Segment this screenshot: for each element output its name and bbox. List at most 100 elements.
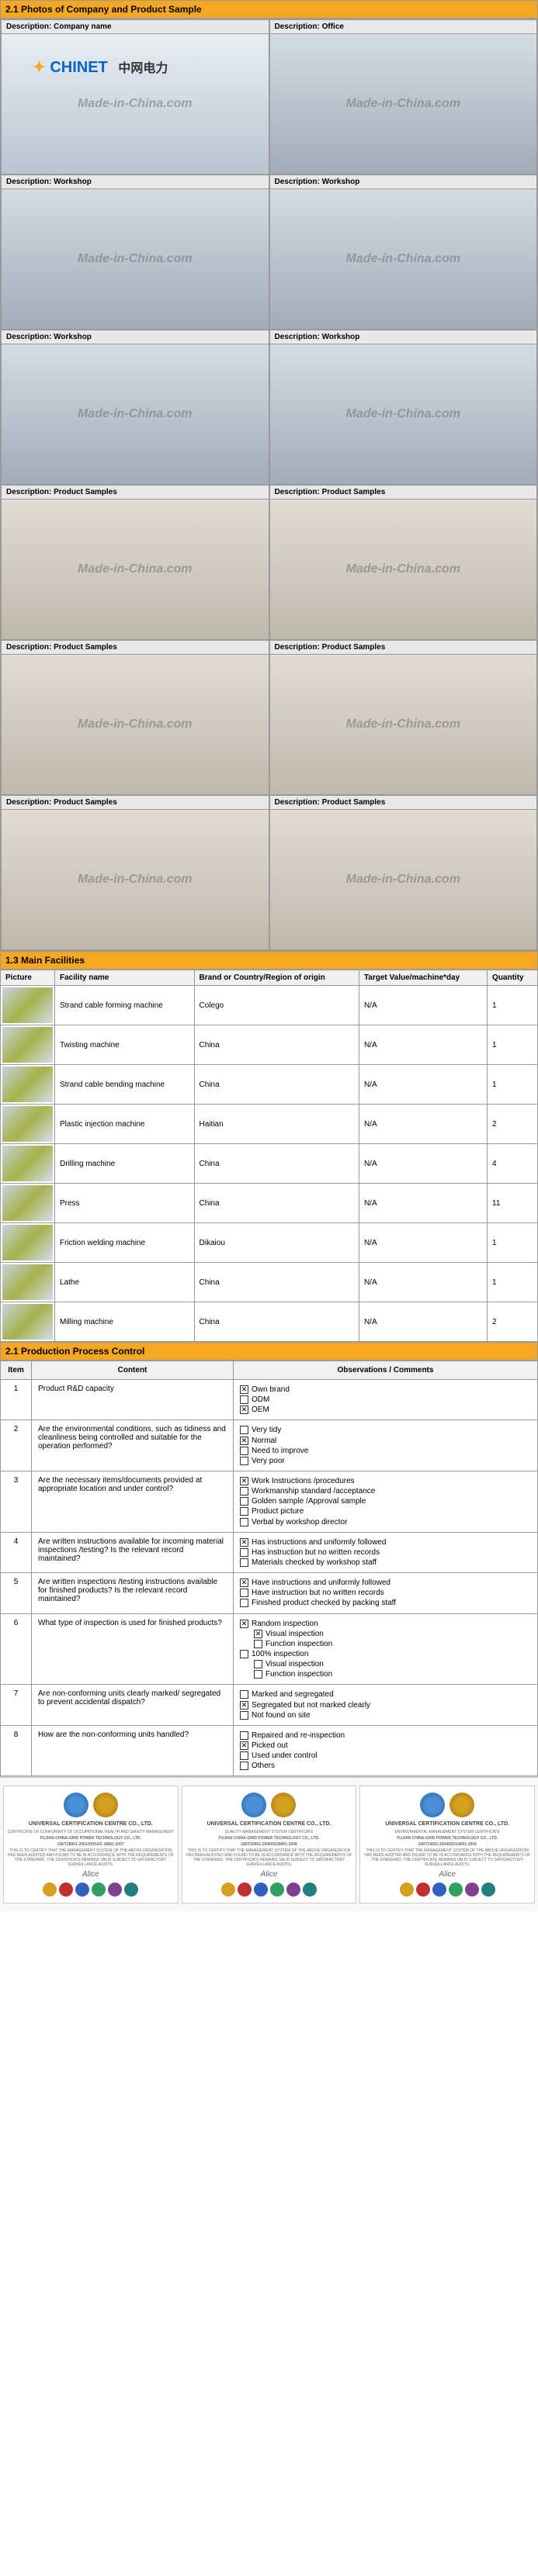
photo-cell: Description: WorkshopMade-in-China.com [1,175,269,330]
photo-image: Made-in-China.com [2,500,269,639]
facility-name: Press [55,1184,195,1223]
facilities-row: LatheChinaN/A1 [1,1263,538,1302]
checkbox-icon [254,1660,262,1668]
process-row: 5Are written inspections /testing instru… [1,1573,538,1613]
cert-org: UNIVERSAL CERTIFICATION CENTRE CO., LTD. [186,1820,353,1827]
cert-standard: GB/T24001-2004/ISO14001:2004 [363,1842,531,1847]
process-item-num: 1 [1,1380,32,1420]
process-row: 2Are the environmental conditions, such … [1,1420,538,1471]
cert-standard: GB/T19001-2008/ISO9001:2008 [186,1842,353,1847]
checklist-label: Own brand [252,1385,290,1394]
checkbox-icon [240,1385,248,1394]
facilities-row: Drilling machineChinaN/A4 [1,1144,538,1184]
checkbox-icon [240,1406,248,1414]
watermark: Made-in-China.com [78,562,193,576]
checklist-label: Verbal by workshop director [252,1518,347,1527]
checkbox-icon [240,1538,248,1547]
cert-logo-icon [93,1793,118,1817]
checklist-label: Finished product checked by packing staf… [252,1599,396,1608]
photos-header: 2.1 Photos of Company and Product Sample [0,0,538,19]
photo-cell: Description: Product Samples Made-in-Chin… [1,485,269,640]
checklist-item: Has instruction but no written records [240,1547,531,1558]
process-content: Are written instructions available for i… [32,1532,234,1572]
checklist-item: Has instructions and uniformly followed [240,1537,531,1547]
cert-badge-icon [465,1883,479,1897]
process-item-num: 5 [1,1573,32,1613]
facility-thumb [2,1304,53,1340]
facility-thumb-cell [1,1144,55,1184]
facility-target: N/A [359,1025,487,1065]
process-row: 1Product R&D capacityOwn brandODMOEM [1,1380,538,1420]
checkbox-icon [240,1711,248,1720]
checklist-item: Marked and segregated [240,1689,531,1699]
facility-qty: 2 [488,1105,538,1144]
certificate-card: UNIVERSAL CERTIFICATION CENTRE CO., LTD.… [3,1786,179,1903]
checkbox-icon [240,1762,248,1770]
cert-badges-row [363,1883,531,1897]
cert-badge-icon [270,1883,284,1897]
facility-target: N/A [359,1302,487,1342]
facility-brand: Haitian [194,1105,359,1144]
process-table: ItemContentObservations / Comments 1Prod… [0,1361,538,1776]
cert-body: THIS IS TO CERTIFY THAT THE MANAGEMENT S… [7,1848,175,1867]
checkbox-icon [240,1620,248,1628]
process-header: 2.1 Production Process Control [0,1342,538,1361]
photo-label: Description: Product Samples [2,486,269,500]
facility-qty: 1 [488,1065,538,1105]
process-content: What type of inspection is used for fini… [32,1613,234,1685]
photo-cell: Description: WorkshopMade-in-China.com [269,175,538,330]
photo-cell: Description: Company nameMade-in-China.c… [1,19,269,175]
checklist-label: Normal [252,1437,276,1445]
facilities-row: Strand cable bending machineChinaN/A1 [1,1065,538,1105]
cert-badge-icon [303,1883,317,1897]
photo-cell: Description: Product SamplesMade-in-Chin… [269,485,538,640]
facilities-row: Friction welding machineDikaiouN/A1 [1,1223,538,1263]
facility-target: N/A [359,1105,487,1144]
facility-qty: 1 [488,1025,538,1065]
facilities-row: Milling machineChinaN/A2 [1,1302,538,1342]
checklist-item: Segregated but not marked clearly [240,1700,531,1710]
cert-org: UNIVERSAL CERTIFICATION CENTRE CO., LTD. [7,1820,175,1827]
checklist-item: Own brand [240,1385,531,1395]
photo-image: Made-in-China.com [270,34,537,174]
watermark: Made-in-China.com [78,97,193,111]
watermark: Made-in-China.com [78,873,193,887]
cert-signature: Alice [363,1870,531,1879]
photo-label: Description: Workshop [2,175,269,189]
checklist-item: Repaired and re-inspection [240,1731,531,1741]
photo-label: Description: Product Samples [270,641,537,655]
facility-name: Twisting machine [55,1025,195,1065]
process-item-num: 3 [1,1471,32,1532]
facility-thumb [2,1225,53,1260]
checklist-label: Segregated but not marked clearly [252,1701,370,1710]
checkbox-icon [240,1426,248,1434]
checklist-item: Have instruction but no written records [240,1588,531,1598]
facility-thumb-cell [1,1223,55,1263]
cert-badge-icon [254,1883,268,1897]
photo-cell: Description: Product Samples Made-in-Chin… [1,795,269,950]
facility-thumb-cell [1,1065,55,1105]
checklist-label: OEM [252,1406,269,1414]
checklist-item: Verbal by workshop director [240,1517,531,1527]
cert-badges-row [186,1883,353,1897]
photo-label: Description: Product Samples [2,796,269,810]
checkbox-icon [254,1630,262,1638]
checkbox-icon [240,1578,248,1587]
checklist-label: Work Instructions /procedures [252,1477,355,1485]
checklist-label: Materials checked by workshop staff [252,1558,377,1567]
facility-target: N/A [359,1223,487,1263]
facility-target: N/A [359,1263,487,1302]
process-column-header: Item [1,1361,32,1380]
checkbox-icon [240,1518,248,1527]
cert-company: FUJIAN CHINA-GRID POWER TECHNOLOGY CO., … [7,1836,175,1841]
photo-cell: Description: Product SamplesMade-in-Chin… [269,640,538,795]
facilities-header: 1.3 Main Facilities [0,951,538,970]
process-row: 6What type of inspection is used for fin… [1,1613,538,1685]
checklist-label: Have instructions and uniformly followed [252,1578,390,1587]
facility-qty: 1 [488,1223,538,1263]
checklist-item: Product picture [240,1506,531,1516]
checkbox-icon [240,1650,248,1658]
checklist-item: Picked out [240,1741,531,1751]
checkbox-icon [240,1507,248,1516]
checkbox-icon [240,1447,248,1455]
